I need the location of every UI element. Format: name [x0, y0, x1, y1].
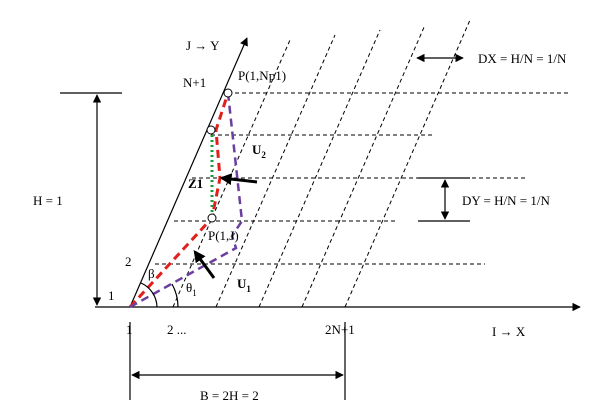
theta-arc [171, 283, 179, 308]
label: Z1 [188, 176, 203, 191]
node-pj [207, 213, 217, 223]
label: 2N+1 [325, 322, 355, 337]
label: P(1,J) [208, 228, 239, 243]
label: 1 [108, 288, 115, 303]
x-axis-label: I → X [492, 324, 526, 339]
y-axis [129, 37, 248, 308]
label: P(1,Np1) [238, 68, 286, 83]
arrow-z1 [219, 173, 258, 186]
label: H = 1 [33, 193, 63, 208]
beta-arc [140, 282, 158, 308]
node-top [223, 88, 233, 98]
label: θ1 [186, 280, 197, 298]
label: B = 2H = 2 [200, 388, 259, 403]
label: U1 [237, 276, 251, 294]
grid [155, 19, 570, 308]
label: DX = H/N = 1/N [478, 51, 567, 66]
label: 2 [125, 254, 132, 269]
label: DY = H/N = 1/N [462, 193, 550, 208]
label: 2 ... [167, 322, 187, 337]
label: U2 [252, 142, 266, 160]
label: N+1 [183, 75, 206, 90]
arrow-u1 [193, 250, 216, 279]
node [206, 125, 216, 135]
purple-path [129, 92, 244, 309]
y-axis-label: J → Y [186, 38, 220, 53]
label: β [148, 266, 155, 281]
label: 1 [126, 322, 133, 337]
